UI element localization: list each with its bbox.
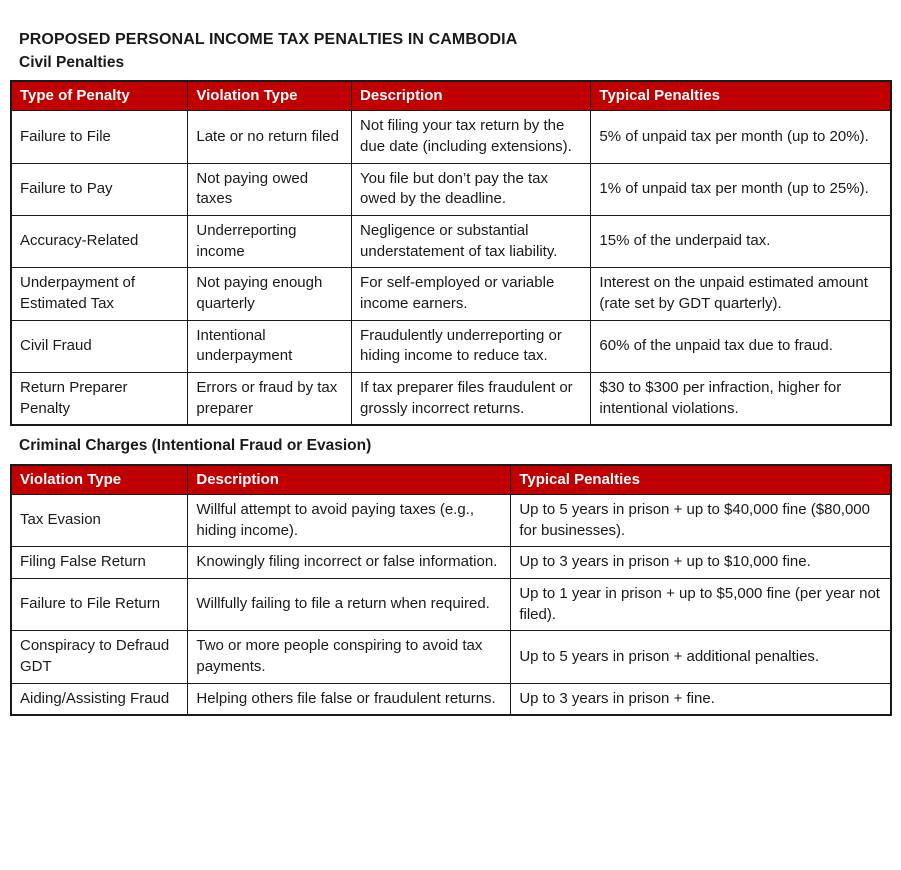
column-header: Violation Type: [10, 464, 189, 495]
column-header: Typical Penalties: [590, 80, 892, 112]
table-cell: Intentional underpayment: [187, 319, 353, 374]
table-cell: Tax Evasion: [10, 493, 189, 548]
table-row: Failure to File Late or no return filed No…: [10, 110, 892, 164]
table-row: Filing False Return Knowingly filing inco…: [10, 546, 892, 579]
table-cell: Not paying enough quarterly: [187, 267, 353, 321]
table-cell: Failure to File Return: [10, 577, 189, 632]
table-cell: Not filing your tax return by the due da…: [351, 110, 592, 164]
table-row: Aiding/Assisting Fraud Helping others fil…: [10, 682, 892, 716]
table-cell: Failure to Pay: [10, 162, 189, 216]
table-cell: Negligence or substantial understatement…: [351, 214, 592, 269]
table-cell: You file but don’t pay the tax owed by t…: [351, 162, 592, 216]
table-row: Failure to File Return Willfully failing …: [10, 577, 892, 632]
table-cell: Up to 3 years in prison + up to $10,000 …: [510, 546, 892, 579]
table-cell: Filing False Return: [10, 546, 189, 579]
table-cell: If tax preparer files fraudulent or gros…: [351, 372, 592, 426]
table-cell: Civil Fraud: [10, 319, 189, 374]
page-title: PROPOSED PERSONAL INCOME TAX PENALTIES I…: [19, 31, 518, 48]
table-cell: Return Preparer Penalty: [10, 372, 189, 426]
column-header: Typical Penalties: [510, 464, 892, 495]
table-cell: For self-employed or variable income ear…: [351, 267, 592, 321]
table-cell: 60% of the unpaid tax due to fraud.: [590, 319, 892, 374]
table-row: Conspiracy to Defraud GDT Two or more peo…: [10, 630, 892, 684]
table-cell: Underpayment of Estimated Tax: [10, 267, 189, 321]
table-cell: Willful attempt to avoid paying taxes (e…: [187, 493, 512, 548]
table-cell: Not paying owed taxes: [187, 162, 353, 216]
table-cell: 5% of unpaid tax per month (up to 20%).: [590, 110, 892, 164]
table-cell: Willfully failing to file a return when …: [187, 577, 512, 632]
table-row: Failure to Pay Not paying owed taxes You f…: [10, 162, 892, 216]
column-header: Description: [351, 80, 592, 112]
table-cell: Up to 3 years in prison + fine.: [510, 682, 892, 716]
table-cell: Aiding/Assisting Fraud: [10, 682, 189, 716]
table-row: Tax Evasion Willful attempt to avoid payi…: [10, 493, 892, 548]
table-cell: Interest on the unpaid estimated amount …: [590, 267, 892, 321]
table-cell: Late or no return filed: [187, 110, 353, 164]
table-cell: Up to 1 year in prison + up to $5,000 fi…: [510, 577, 892, 632]
column-header: Violation Type: [187, 80, 353, 112]
column-header: Description: [187, 464, 512, 495]
criminal-charges-table: Violation Type Description Typical Penalti…: [10, 463, 892, 717]
table-row: Accuracy-Related Underreporting income Neg…: [10, 214, 892, 269]
table-cell: Helping others file false or fraudulent …: [187, 682, 512, 716]
table-row: Return Preparer Penalty Errors or fraud b…: [10, 372, 892, 426]
table-cell: Underreporting income: [187, 214, 353, 269]
header-row: Violation Type Description Typical Penalti…: [10, 464, 892, 495]
table-cell: Failure to File: [10, 110, 189, 164]
civil-penalties-heading: Civil Penalties: [19, 53, 125, 71]
column-header: Type of Penalty: [10, 80, 189, 112]
table-cell: Up to 5 years in prison + up to $40,000 …: [510, 493, 892, 548]
table-cell: $30 to $300 per infraction, higher for i…: [590, 372, 892, 426]
table-cell: Conspiracy to Defraud GDT: [10, 630, 189, 684]
table-cell: Knowingly filing incorrect or false info…: [187, 546, 512, 579]
table-cell: Accuracy-Related: [10, 214, 189, 269]
table-cell: Up to 5 years in prison + additional pen…: [510, 630, 892, 684]
table-cell: 1% of unpaid tax per month (up to 25%).: [590, 162, 892, 216]
civil-penalties-table: Type of Penalty Violation Type Description…: [10, 79, 892, 427]
header-row: Type of Penalty Violation Type Description…: [10, 80, 892, 112]
table-cell: Fraudulently underreporting or hiding in…: [351, 319, 592, 374]
table-row: Underpayment of Estimated Tax Not paying …: [10, 267, 892, 321]
criminal-charges-heading: Criminal Charges (Intentional Fraud or E…: [19, 437, 372, 455]
table-cell: Two or more people conspiring to avoid t…: [187, 630, 512, 684]
table-row: Civil Fraud Intentional underpayment Fraud…: [10, 319, 892, 374]
table-cell: 15% of the underpaid tax.: [590, 214, 892, 269]
table-cell: Errors or fraud by tax preparer: [187, 372, 353, 426]
